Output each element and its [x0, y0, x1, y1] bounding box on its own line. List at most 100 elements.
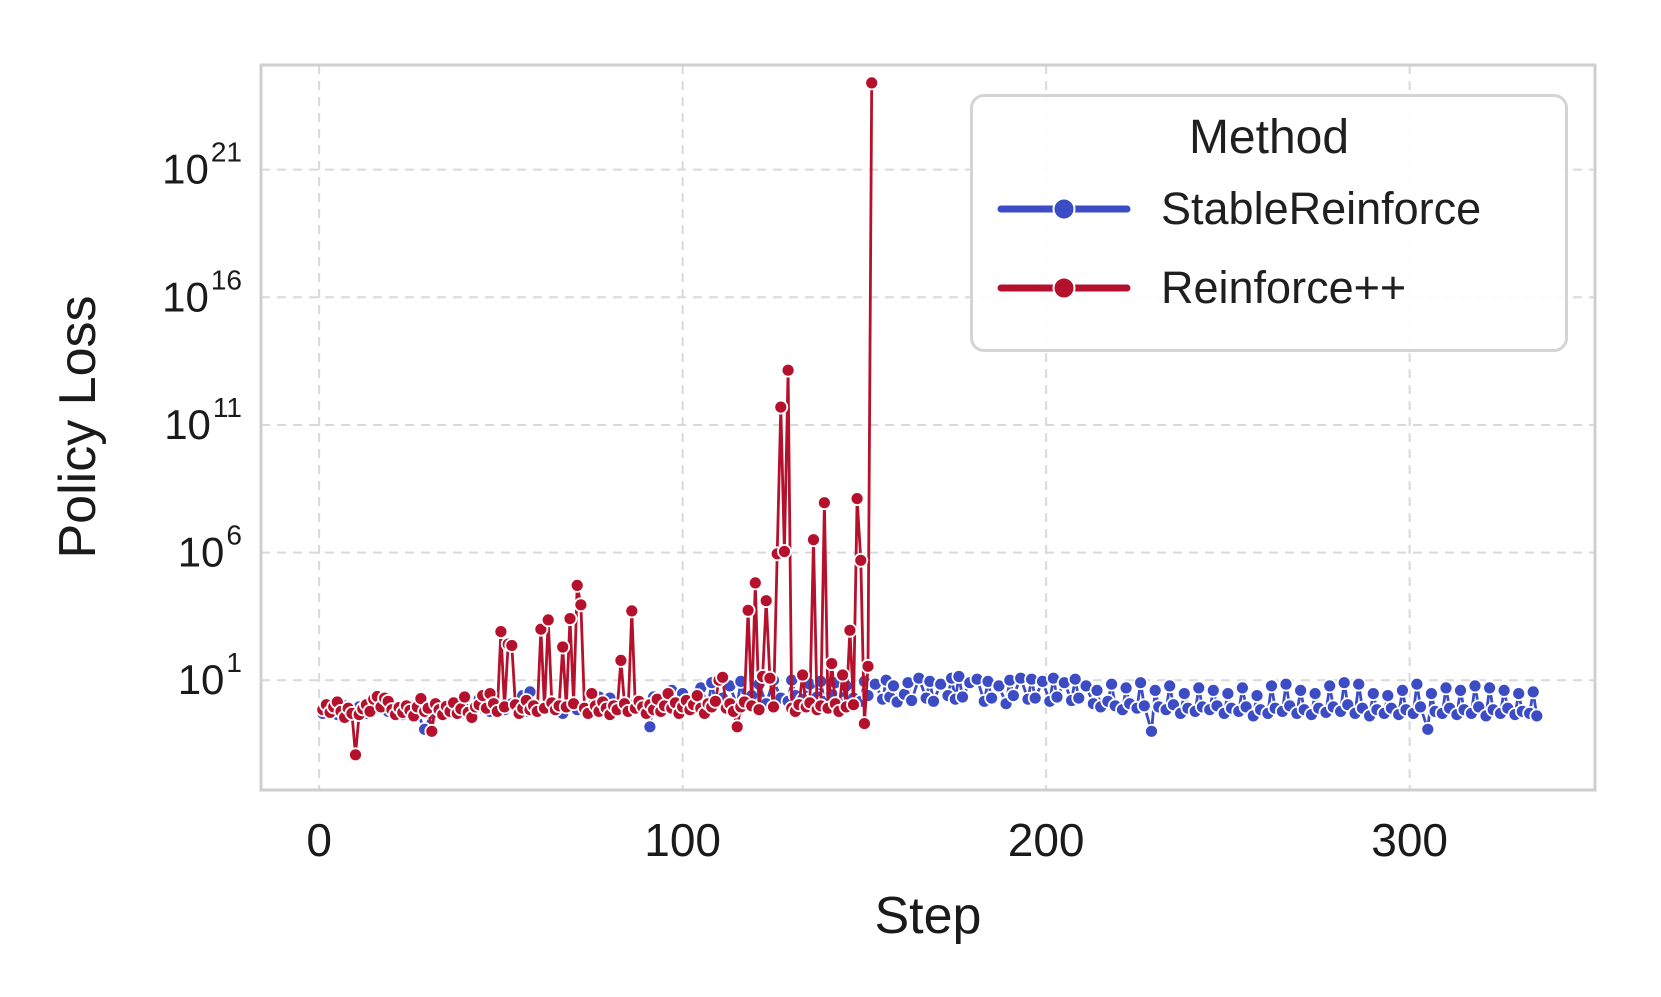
- data-point: [762, 670, 778, 686]
- data-point: [853, 552, 869, 568]
- data-point: [984, 690, 999, 706]
- data-point: [1278, 676, 1294, 692]
- data-point: [1049, 689, 1065, 705]
- data-point: [715, 669, 730, 685]
- legend-entry-reinforcepp: Reinforce++: [973, 248, 1565, 327]
- data-point: [780, 362, 796, 378]
- data-point: [624, 603, 640, 619]
- data-point: [1191, 680, 1207, 696]
- data-point: [569, 578, 585, 593]
- data-point: [613, 653, 629, 668]
- data-point: [493, 624, 509, 639]
- data-point: [1424, 686, 1439, 701]
- legend: Method StableReinforce Reinforce++: [970, 94, 1568, 352]
- data-point: [1176, 686, 1192, 701]
- data-point: [1205, 683, 1221, 698]
- data-point: [562, 611, 578, 626]
- data-point: [857, 716, 872, 731]
- data-point: [751, 702, 767, 718]
- y-tick-label: 1021: [162, 137, 242, 193]
- data-point: [1133, 675, 1148, 691]
- x-tick-label: 300: [1371, 814, 1448, 866]
- data-point: [766, 699, 781, 715]
- data-point: [729, 719, 745, 735]
- data-point: [1395, 683, 1410, 698]
- y-tick-label: 1016: [162, 264, 242, 320]
- data-point: [758, 593, 774, 609]
- data-point: [555, 639, 571, 655]
- data-point: [348, 747, 363, 763]
- legend-entry-stablereinforce: StableReinforce: [973, 169, 1565, 248]
- data-point: [740, 602, 756, 618]
- data-point: [1380, 688, 1396, 703]
- y-tick-label: 1011: [164, 392, 242, 448]
- data-point: [1409, 676, 1425, 692]
- data-point: [864, 75, 880, 91]
- data-point: [1336, 675, 1352, 691]
- data-point: [1525, 684, 1541, 700]
- data-point: [540, 612, 556, 628]
- data-point: [806, 532, 821, 548]
- legend-label-reinforcepp: Reinforce++: [1161, 261, 1407, 313]
- data-point: [1365, 686, 1381, 701]
- data-point: [1071, 690, 1087, 706]
- data-point: [951, 669, 967, 684]
- data-point: [1351, 676, 1367, 692]
- data-point: [1144, 723, 1159, 739]
- data-point: [1162, 678, 1178, 694]
- y-tick-label: 106: [178, 520, 242, 576]
- data-point: [1511, 686, 1527, 701]
- legend-label-stablereinforce: StableReinforce: [1161, 182, 1482, 234]
- data-point: [1413, 699, 1428, 715]
- data-point: [1104, 676, 1119, 692]
- data-point: [1118, 680, 1134, 696]
- series-line-Reinforce++: [321, 82, 874, 755]
- data-point: [773, 399, 789, 415]
- data-point: [1420, 721, 1436, 737]
- x-axis-label: Step: [874, 887, 982, 945]
- data-point: [708, 693, 723, 709]
- data-point: [955, 689, 970, 705]
- data-point: [747, 575, 763, 591]
- data-point: [1322, 678, 1338, 694]
- x-tick-label: 100: [644, 814, 721, 866]
- data-point: [1307, 686, 1323, 701]
- data-point: [1136, 698, 1152, 714]
- data-point: [504, 638, 520, 653]
- x-tick-label: 200: [1008, 814, 1085, 866]
- data-point: [1027, 690, 1043, 706]
- data-point: [1235, 680, 1250, 696]
- data-point: [1529, 708, 1545, 724]
- data-point: [584, 686, 600, 701]
- data-point: [1482, 680, 1497, 696]
- data-point: [1496, 683, 1512, 698]
- data-point: [1067, 671, 1083, 687]
- data-point: [573, 597, 589, 613]
- data-point: [1467, 678, 1483, 694]
- data-point: [817, 495, 832, 511]
- data-point: [642, 719, 658, 735]
- data-point: [926, 693, 941, 709]
- data-point: [824, 656, 840, 671]
- data-point: [842, 622, 858, 638]
- data-point: [457, 689, 473, 705]
- stablereinforce-line-marker-icon: [997, 197, 1131, 220]
- data-point: [1147, 683, 1163, 698]
- data-point: [886, 678, 901, 694]
- data-point: [860, 658, 876, 674]
- data-point: [795, 667, 810, 683]
- data-point: [1220, 686, 1236, 701]
- data-point: [777, 544, 792, 559]
- data-point: [1249, 688, 1265, 703]
- data-point: [1438, 680, 1454, 696]
- data-point: [849, 491, 865, 507]
- reinforcepp-line-marker-icon: [997, 276, 1131, 299]
- data-point: [424, 723, 440, 739]
- data-point: [904, 693, 919, 708]
- axes-spines: [259, 63, 1597, 792]
- legend-title: Method: [1188, 111, 1350, 164]
- data-point: [1293, 683, 1308, 698]
- data-point: [1006, 688, 1021, 703]
